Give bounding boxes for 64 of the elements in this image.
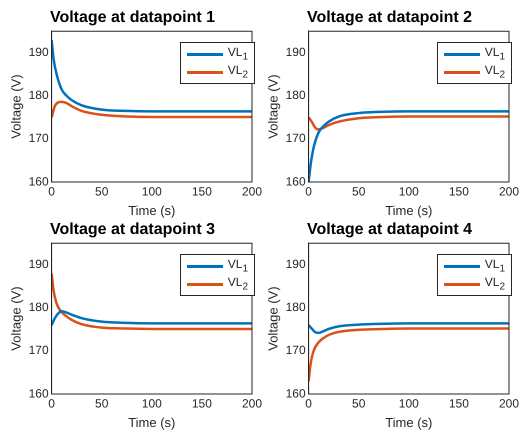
y-tick-label: 160 (28, 174, 49, 188)
x-tick-label: 100 (398, 396, 420, 411)
y-tick-label: 180 (28, 88, 49, 102)
y-axis-title: Voltage (V) (265, 286, 280, 351)
x-tick-label: 50 (95, 396, 109, 411)
x-tick-label: 150 (448, 184, 470, 199)
y-tick-label: 170 (28, 343, 49, 358)
y-tick-label: 190 (28, 257, 49, 272)
line-series (52, 272, 252, 330)
x-axis-title: Time (s) (385, 414, 432, 430)
x-tick-label: 150 (192, 184, 212, 199)
y-tick-label: 170 (286, 343, 306, 358)
x-tick-label: 50 (95, 184, 109, 199)
x-axis-title: Time (s) (385, 202, 432, 218)
x-tick-label: 0 (48, 184, 56, 199)
x-tick-label: 50 (352, 396, 366, 411)
x-axis-title: Time (s) (128, 202, 176, 218)
chart-title: Voltage at datapoint 1 (50, 9, 216, 26)
y-tick-label: 190 (286, 257, 306, 272)
y-tick-label: 180 (28, 300, 49, 314)
x-tick-label: 50 (352, 184, 366, 199)
legend-label: VL$_{1}$ (228, 45, 248, 63)
y-axis-title: Voltage (V) (8, 74, 24, 139)
y-tick-label: 160 (286, 386, 306, 400)
y-tick-label: 170 (28, 131, 49, 146)
x-tick-label: 0 (48, 396, 56, 411)
y-tick-label: 180 (286, 88, 306, 102)
y-axis-title: Voltage (V) (265, 74, 280, 139)
y-tick-label: 160 (28, 386, 49, 400)
y-axis-title: Voltage (V) (8, 286, 24, 351)
x-tick-label: 100 (142, 184, 162, 199)
line-series (52, 100, 252, 119)
x-tick-label: 200 (498, 184, 520, 199)
legend-label: VL$_{1}$ (484, 257, 505, 275)
line-series (308, 322, 509, 334)
line-series (308, 115, 509, 131)
x-tick-label: 150 (192, 396, 212, 411)
chart-title: Voltage at datapoint 4 (306, 221, 472, 238)
x-tick-label: 0 (305, 396, 312, 411)
legend-label: VL$_{2}$ (484, 275, 505, 293)
legend-label: VL$_{2}$ (228, 275, 248, 293)
chart-title: Voltage at datapoint 2 (306, 9, 472, 26)
x-tick-label: 150 (448, 396, 470, 411)
x-axis-title: Time (s) (128, 414, 176, 430)
x-tick-label: 200 (498, 396, 520, 411)
y-tick-label: 190 (28, 45, 49, 60)
x-tick-label: 100 (398, 184, 420, 199)
x-tick-label: 200 (242, 184, 262, 199)
chart-title: Voltage at datapoint 3 (50, 221, 216, 238)
legend-label: VL$_{1}$ (484, 45, 505, 63)
x-tick-label: 200 (242, 396, 262, 411)
line-series (308, 110, 509, 182)
legend-label: VL$_{2}$ (228, 63, 248, 81)
y-tick-label: 190 (286, 45, 306, 60)
line-series (308, 327, 509, 382)
legend-label: VL$_{2}$ (484, 63, 505, 81)
legend-label: VL$_{1}$ (228, 257, 248, 275)
x-tick-label: 0 (305, 184, 312, 199)
x-tick-label: 100 (142, 396, 162, 411)
y-tick-label: 180 (286, 300, 306, 314)
y-tick-label: 160 (286, 174, 306, 188)
line-series (52, 310, 252, 326)
line-series (52, 38, 252, 113)
y-tick-label: 170 (286, 131, 306, 146)
